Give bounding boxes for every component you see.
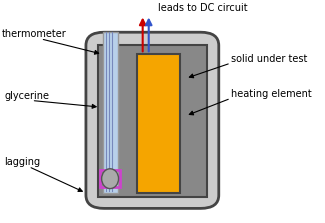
Ellipse shape: [102, 169, 119, 189]
Text: heating element: heating element: [231, 89, 312, 99]
Text: glycerine: glycerine: [5, 91, 49, 101]
Text: lagging: lagging: [5, 157, 41, 167]
Bar: [98, 45, 207, 197]
Text: leads to DC circuit: leads to DC circuit: [158, 3, 248, 13]
Bar: [100, 170, 120, 188]
Bar: [102, 32, 118, 193]
FancyBboxPatch shape: [86, 32, 219, 209]
Text: thermometer: thermometer: [1, 29, 66, 39]
Text: solid under test: solid under test: [231, 54, 307, 64]
Bar: [137, 54, 179, 193]
